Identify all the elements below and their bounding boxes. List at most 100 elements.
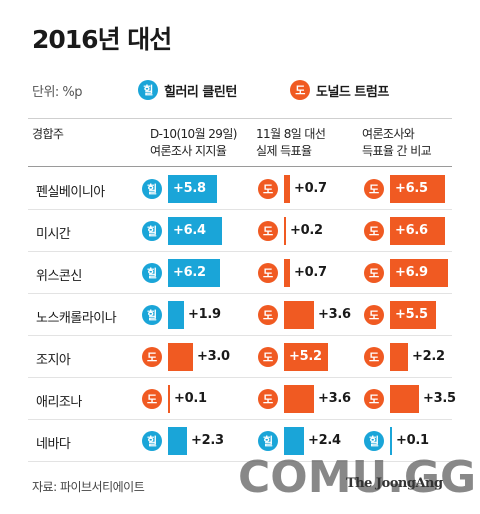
- margin-value-label: +6.6: [395, 223, 428, 238]
- trump-badge: 도: [142, 347, 162, 367]
- table-row: 펜실베이니아 힐 +5.8 도 +0.7 도 +6.5: [28, 168, 452, 210]
- clinton-badge: 힐: [142, 263, 162, 283]
- trump-badge: 도: [258, 221, 278, 241]
- margin-value-label: +0.2: [290, 223, 323, 238]
- clinton-badge: 힐: [258, 431, 278, 451]
- clinton-margin-bar: [390, 427, 392, 455]
- trump-badge: 도: [258, 263, 278, 283]
- state-label: 미시간: [36, 227, 71, 242]
- diff-cell: 도 +5.5: [364, 294, 464, 336]
- header-result-line1: 11월 8일 대선: [256, 127, 326, 141]
- poll-cell: 힐 +6.4: [142, 210, 242, 252]
- margin-value-label: +3.6: [318, 391, 351, 406]
- state-label: 위스콘신: [36, 269, 82, 284]
- trump-margin-bar: [168, 385, 170, 413]
- table-row: 네바다 힐 +2.3 힐 +2.4 힐 +0.1: [28, 420, 452, 462]
- state-label: 펜실베이니아: [36, 185, 105, 200]
- diff-cell: 도 +3.5: [364, 378, 464, 420]
- trump-margin-bar: [284, 175, 290, 203]
- result-cell: 도 +3.6: [258, 378, 358, 420]
- margin-value-label: +0.7: [294, 181, 327, 196]
- margin-value-label: +1.9: [188, 307, 221, 322]
- result-cell: 도 +3.6: [258, 294, 358, 336]
- margin-value-label: +2.4: [308, 433, 341, 448]
- margin-value-label: +6.9: [395, 265, 428, 280]
- trump-badge: 도: [258, 305, 278, 325]
- trump-margin-bar: [284, 343, 328, 371]
- clinton-badge: 힐: [364, 431, 384, 451]
- source-note: 자료: 파이브서티에이트: [32, 480, 145, 494]
- poll-cell: 도 +3.0: [142, 336, 242, 378]
- trump-badge: 도: [364, 389, 384, 409]
- header-diff-line2: 득표율 간 비교: [362, 144, 432, 158]
- state-label: 애리조나: [36, 395, 82, 410]
- diff-cell: 도 +2.2: [364, 336, 464, 378]
- legend-item-trump: 도 도널드 트럼프: [290, 80, 389, 100]
- margin-value-label: +0.7: [294, 265, 327, 280]
- row-divider: [28, 419, 452, 420]
- legend: 단위: %p 힐 힐러리 클린턴 도 도널드 트럼프: [32, 78, 462, 102]
- trump-badge: 도: [364, 263, 384, 283]
- table-row: 위스콘신 힐 +6.2 도 +0.7 도 +6.9: [28, 252, 452, 294]
- result-cell: 도 +5.2: [258, 336, 358, 378]
- margin-value-label: +2.2: [412, 349, 445, 364]
- trump-margin-bar: [284, 301, 314, 329]
- diff-cell: 힐 +0.1: [364, 420, 464, 462]
- clinton-margin-bar: [168, 301, 184, 329]
- chart-title: 2016년 대선: [32, 25, 172, 54]
- trump-margin-bar: [390, 259, 448, 287]
- header-state-text: 경합주: [32, 127, 64, 141]
- margin-value-label: +2.3: [191, 433, 224, 448]
- row-divider: [28, 461, 452, 462]
- margin-value-label: +6.5: [395, 181, 428, 196]
- margin-value-label: +6.4: [173, 223, 206, 238]
- header-top-divider: [28, 118, 452, 119]
- header-result: 11월 8일 대선 실제 득표율: [256, 126, 326, 160]
- margin-value-label: +6.2: [173, 265, 206, 280]
- diff-cell: 도 +6.9: [364, 252, 464, 294]
- clinton-margin-bar: [168, 259, 220, 287]
- diff-cell: 도 +6.6: [364, 210, 464, 252]
- margin-value-label: +3.0: [197, 349, 230, 364]
- trump-margin-bar: [284, 385, 314, 413]
- trump-badge: 도: [364, 347, 384, 367]
- legend-label-clinton: 힐러리 클린턴: [164, 84, 237, 100]
- header-result-line2: 실제 득표율: [256, 144, 312, 158]
- trump-margin-bar: [390, 217, 445, 245]
- row-divider: [28, 377, 452, 378]
- trump-badge: 도: [258, 389, 278, 409]
- trump-badge: 도: [142, 389, 162, 409]
- trump-margin-bar: [390, 175, 445, 203]
- table-row: 미시간 힐 +6.4 도 +0.2 도 +6.6: [28, 210, 452, 252]
- trump-badge: 도: [364, 179, 384, 199]
- state-label: 조지아: [36, 353, 71, 368]
- clinton-badge: 힐: [142, 179, 162, 199]
- row-divider: [28, 335, 452, 336]
- margin-value-label: +5.2: [289, 349, 322, 364]
- row-divider: [28, 293, 452, 294]
- trump-margin-bar: [284, 217, 286, 245]
- publisher-logo: The JoongAng: [346, 476, 443, 491]
- row-divider: [28, 209, 452, 210]
- unit-label: 단위: %p: [32, 84, 83, 100]
- clinton-margin-bar: [168, 175, 217, 203]
- clinton-margin-bar: [168, 427, 187, 455]
- clinton-badge: 힐: [138, 80, 158, 100]
- watermark: COMU.GG: [238, 452, 477, 503]
- table-row: 애리조나 도 +0.1 도 +3.6 도 +3.5: [28, 378, 456, 420]
- clinton-badge: 힐: [142, 431, 162, 451]
- margin-value-label: +5.8: [173, 181, 206, 196]
- table-row: 조지아 도 +3.0 도 +5.2 도 +2.2: [28, 336, 452, 378]
- result-cell: 도 +0.7: [258, 168, 358, 210]
- poll-cell: 힐 +1.9: [142, 294, 242, 336]
- legend-item-clinton: 힐 힐러리 클린턴: [138, 80, 237, 100]
- trump-margin-bar: [390, 301, 436, 329]
- table-row: 노스캐롤라이나 힐 +1.9 도 +3.6 도 +5.5: [28, 294, 452, 336]
- margin-value-label: +0.1: [396, 433, 429, 448]
- clinton-badge: 힐: [142, 221, 162, 241]
- header-diff-line1: 여론조사와: [362, 127, 415, 141]
- trump-margin-bar: [168, 343, 193, 371]
- header-poll: D-10(10월 29일) 여론조사 지지율: [150, 126, 237, 160]
- result-cell: 도 +0.7: [258, 252, 358, 294]
- header-state: 경합주: [32, 126, 64, 143]
